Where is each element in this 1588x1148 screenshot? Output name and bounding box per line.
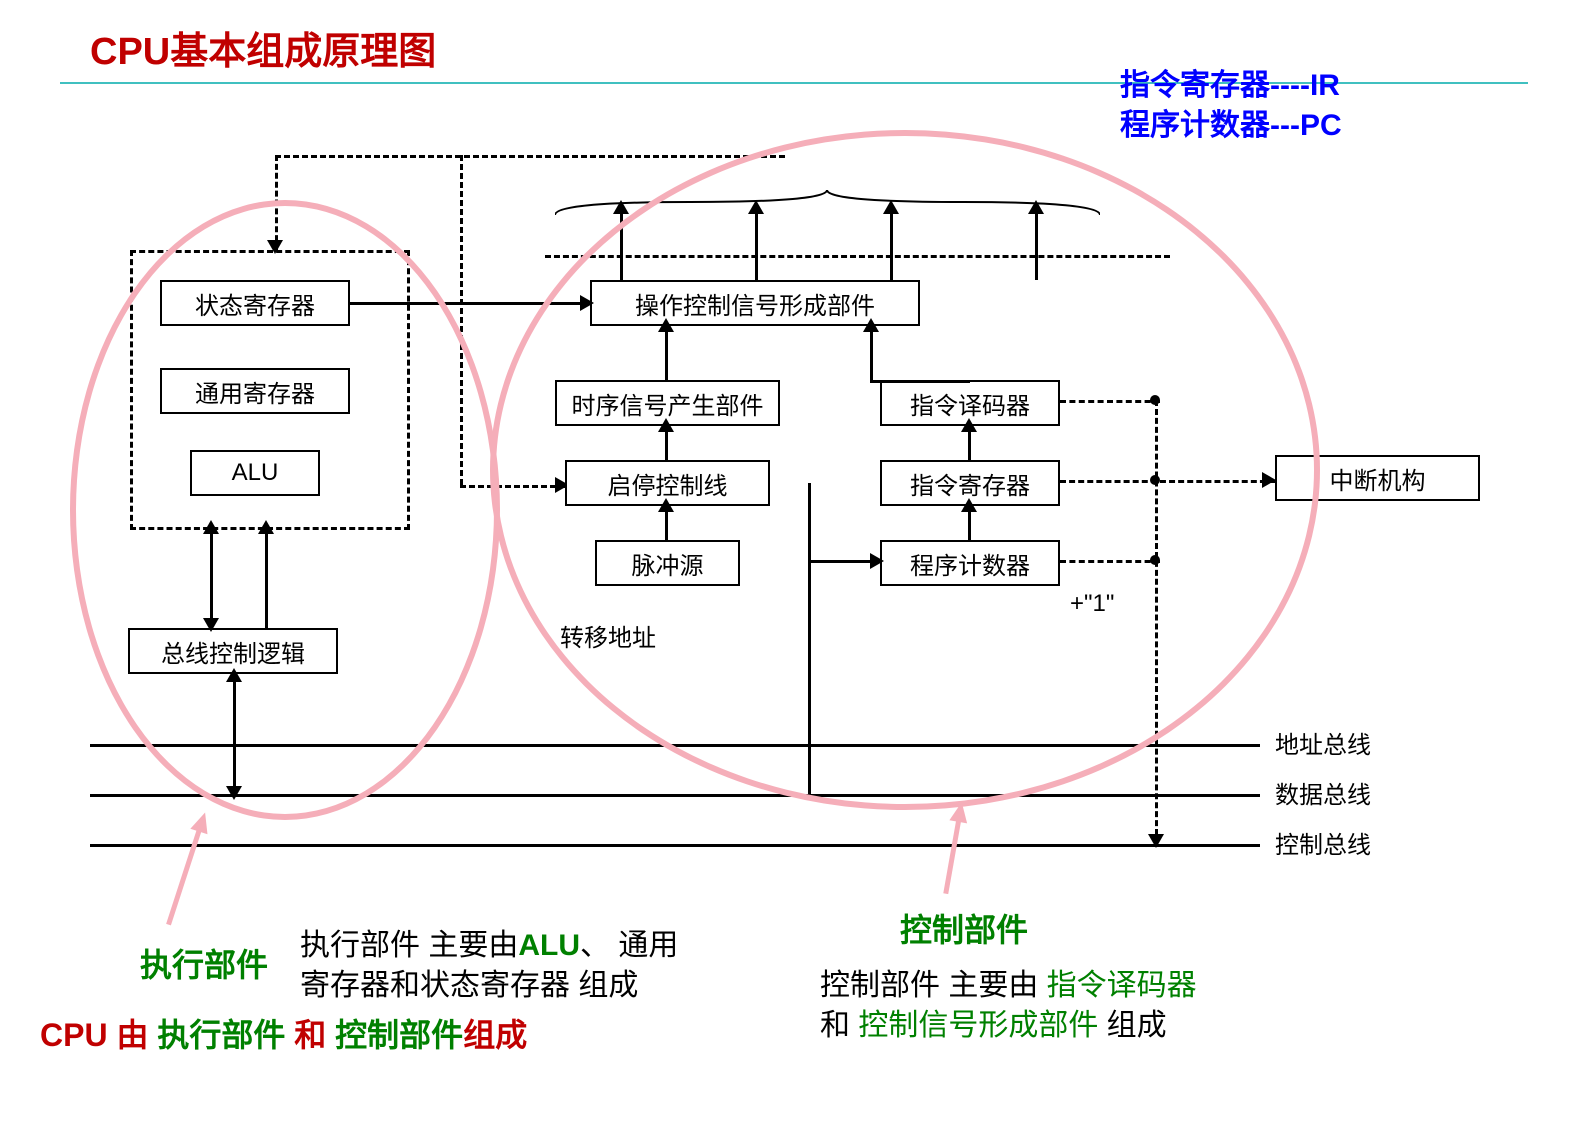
exec-ellipse — [70, 200, 500, 820]
annot-cpu-line: CPU 由 执行部件 和 控制部件组成 — [40, 1010, 527, 1056]
annot-ctrl-desc: 控制部件 主要由 指令译码器 — [820, 960, 1197, 1004]
label-bus-address: 地址总线 — [1275, 725, 1371, 760]
annot-exec-desc-alu: ALU — [518, 929, 580, 962]
legend-ir: 指令寄存器----IR — [1120, 60, 1340, 104]
cpu-ctrl: 控制部件 — [335, 1017, 463, 1053]
pink-ptr-1-head — [190, 810, 213, 835]
cpu-zucheng: 组成 — [463, 1017, 527, 1053]
cpu-he: 和 — [294, 1017, 335, 1053]
annot-exec-desc-post1: 、 通用 — [580, 929, 678, 962]
annot-ctrl-mid: 和 — [820, 1009, 858, 1042]
cpu-pre: CPU — [40, 1017, 116, 1053]
label-bus-data: 数据总线 — [1275, 775, 1371, 810]
annot-ctrl-label: 控制部件 — [900, 905, 1028, 951]
annot-ctrl-g2: 控制信号形成部件 — [858, 1009, 1098, 1042]
label-bus-control: 控制总线 — [1275, 825, 1371, 860]
annot-exec-label: 执行部件 — [140, 940, 268, 986]
annot-exec-desc: 执行部件 主要由ALU、 通用 — [300, 920, 678, 964]
page-title: CPU基本组成原理图 — [90, 20, 436, 75]
dash-top — [275, 155, 785, 158]
annot-exec-desc-l2: 寄存器和状态寄存器 组成 — [300, 960, 638, 1004]
cpu-you: 由 — [116, 1017, 157, 1053]
pink-ptr-1 — [166, 819, 205, 925]
bus-control — [90, 844, 1260, 847]
annot-ctrl-post: 组成 — [1098, 1009, 1166, 1042]
annot-ctrl-pre: 控制部件 主要由 — [820, 969, 1047, 1002]
legend-pc: 程序计数器---PC — [1120, 100, 1342, 144]
pink-ptr-2-head — [949, 801, 970, 824]
annot-ctrl-g1: 指令译码器 — [1047, 969, 1197, 1002]
annot-ctrl-desc2: 和 控制信号形成部件 组成 — [820, 1000, 1167, 1044]
ctrl-ellipse — [490, 130, 1320, 810]
cpu-exec: 执行部件 — [157, 1017, 294, 1053]
annot-exec-desc-pre: 执行部件 主要由 — [300, 929, 518, 962]
